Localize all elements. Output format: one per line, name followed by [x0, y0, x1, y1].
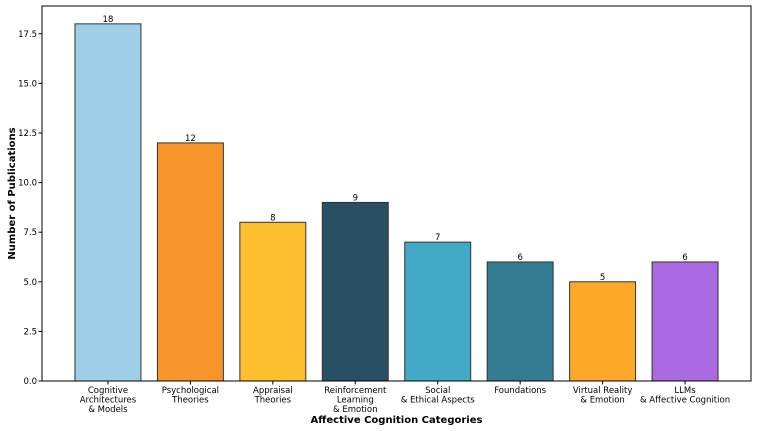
x-axis-title: Affective Cognition Categories: [311, 415, 483, 426]
y-axis: 0.0 2.5 5.0 7.5 10.0 12.5 15.0 17.5: [18, 30, 42, 387]
bar-value-label: 6: [682, 253, 687, 263]
value-labels-group: 18 12 8 9 7 6 5 6: [103, 15, 688, 283]
plot-frame: [41, 5, 752, 382]
bar-value-label: 6: [517, 253, 522, 263]
bar: [156, 142, 224, 382]
bar-value-label: 5: [600, 273, 605, 283]
bar: [651, 261, 719, 382]
bar: [321, 201, 389, 382]
x-tick-label: Appraisal Theories: [253, 386, 293, 406]
y-tick-label: 5.0: [23, 278, 37, 288]
x-tick-label: Social & Ethical Aspects: [401, 386, 476, 406]
bar: [74, 23, 142, 382]
x-axis: Cognitive Architectures & Models Psychologi…: [80, 381, 730, 415]
bars-group: [74, 23, 719, 382]
y-tick-label: 10.0: [18, 179, 37, 189]
bar: [569, 281, 637, 382]
y-tick-label: 15.0: [18, 79, 37, 89]
bar: [486, 261, 554, 382]
y-tick-label: 17.5: [18, 30, 37, 40]
x-tick-label: LLMs & Affective Cognition: [640, 386, 730, 406]
x-tick-label: Psychological Theories: [162, 386, 219, 406]
bar-value-label: 7: [435, 233, 440, 243]
bar: [404, 241, 472, 382]
y-tick-label: 7.5: [23, 228, 37, 238]
y-tick-label: 0.0: [23, 377, 37, 387]
x-tick-label: Foundations: [494, 386, 546, 396]
bar-value-label: 12: [185, 134, 196, 144]
y-tick-label: 12.5: [18, 129, 37, 139]
x-tick-label: Reinforcement Learning & Emotion: [324, 386, 387, 415]
bar-value-label: 18: [103, 15, 114, 25]
bar: [239, 221, 307, 382]
bar-value-label: 9: [353, 193, 358, 203]
y-axis-title: Number of Publications: [7, 127, 18, 259]
x-tick-label: Virtual Reality & Emotion: [573, 386, 633, 406]
y-tick-label: 2.5: [23, 327, 37, 337]
bar-value-label: 8: [270, 213, 275, 223]
x-tick-label: Cognitive Architectures & Models: [80, 386, 137, 415]
